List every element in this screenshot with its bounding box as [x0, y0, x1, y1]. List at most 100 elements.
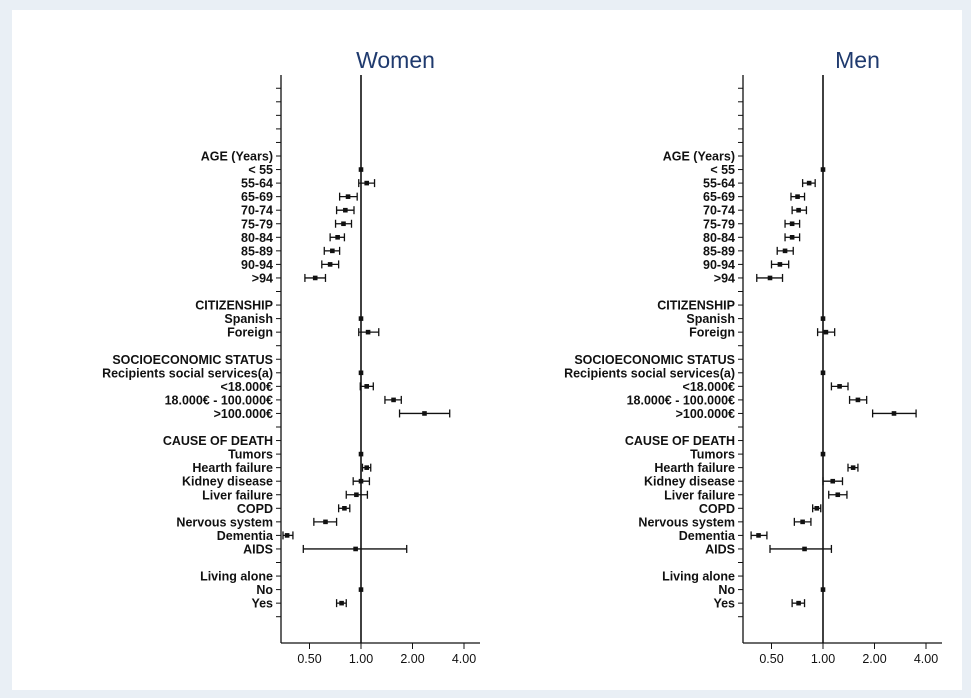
point-estimate: [789, 235, 795, 240]
row-label: 75-79: [241, 217, 273, 231]
point-estimate: [796, 207, 801, 213]
row-label: Nervous system: [176, 515, 273, 529]
row-label: 70-74: [703, 204, 735, 218]
x-tick-label: 4.00: [914, 652, 938, 666]
point-estimate: [364, 384, 370, 389]
row-label: AIDS: [243, 542, 273, 556]
row-label: < 55: [710, 163, 735, 177]
row-label: 18.000€ - 100.000€: [627, 393, 735, 407]
point-estimate: [800, 519, 805, 525]
row-label: Yes: [251, 597, 273, 611]
point-estimate: [796, 600, 801, 606]
row-label: Kidney disease: [644, 475, 735, 489]
row-label: AGE (Years): [663, 150, 735, 164]
point-estimate: [343, 207, 348, 213]
point-estimate: [820, 451, 826, 457]
point-estimate: [358, 478, 364, 484]
row-label: Foreign: [227, 326, 273, 340]
row-label: Hearth failure: [192, 461, 273, 475]
row-label: AGE (Years): [201, 150, 273, 164]
point-estimate: [820, 587, 826, 592]
point-estimate: [364, 180, 370, 186]
point-estimate: [353, 546, 358, 552]
row-label: >100.000€: [214, 407, 273, 421]
point-estimate: [341, 221, 346, 227]
x-tick-label: 1.00: [811, 652, 835, 666]
row-label: CITIZENSHIP: [195, 299, 273, 313]
point-estimate: [795, 194, 800, 199]
point-estimate: [345, 194, 351, 199]
row-label: CAUSE OF DEATH: [625, 434, 735, 448]
row-label: <18.000€: [683, 380, 736, 394]
point-estimate: [339, 600, 344, 606]
row-label: SOCIOECONOMIC STATUS: [574, 353, 735, 367]
row-label: Foreign: [689, 326, 735, 340]
row-label: No: [256, 583, 273, 597]
point-estimate: [365, 329, 371, 335]
point-estimate: [850, 465, 856, 470]
x-tick-label: 4.00: [452, 652, 476, 666]
x-tick-label: 2.00: [400, 652, 424, 666]
forest-panel-men: Men AGE (Years)< 5555-6465-6970-7475-7980…: [564, 47, 942, 666]
row-label: 18.000€ - 100.000€: [165, 393, 273, 407]
point-estimate: [358, 167, 364, 172]
row-label: Dementia: [679, 529, 736, 543]
point-estimate: [342, 506, 347, 511]
row-label: 55-64: [241, 177, 273, 191]
x-tick-label: 2.00: [862, 652, 886, 666]
point-estimate: [830, 478, 836, 484]
row-label: 85-89: [241, 244, 273, 258]
point-estimate: [820, 316, 826, 321]
row-label: 80-84: [241, 231, 273, 245]
point-estimate: [767, 275, 773, 281]
row-label: Spanish: [224, 312, 273, 326]
row-label: Recipients social services(a): [564, 366, 735, 380]
row-label: >94: [714, 271, 735, 285]
point-estimate: [354, 492, 359, 498]
row-label: COPD: [699, 502, 735, 516]
row-label: >94: [252, 271, 273, 285]
row-label: 75-79: [703, 217, 735, 231]
point-estimate: [312, 275, 318, 281]
x-tick-label: 0.50: [297, 652, 321, 666]
row-label: < 55: [248, 163, 273, 177]
row-label: Recipients social services(a): [102, 366, 273, 380]
point-estimate: [837, 384, 842, 389]
point-estimate: [820, 370, 826, 376]
row-label: 90-94: [703, 258, 735, 272]
point-estimate: [756, 533, 761, 538]
x-tick-label: 1.00: [349, 652, 373, 666]
point-estimate: [823, 329, 829, 335]
row-label: Tumors: [228, 448, 273, 462]
row-label: Hearth failure: [654, 461, 735, 475]
row-label: Living alone: [200, 570, 273, 584]
point-estimate: [802, 546, 807, 552]
point-estimate: [391, 397, 396, 403]
row-label: Kidney disease: [182, 475, 273, 489]
point-estimate: [820, 167, 826, 172]
point-estimate: [323, 519, 328, 525]
row-label: Nervous system: [638, 515, 735, 529]
point-estimate: [335, 235, 340, 240]
point-estimate: [364, 465, 370, 470]
row-label: CAUSE OF DEATH: [163, 434, 273, 448]
row-label: Dementia: [217, 529, 274, 543]
point-estimate: [777, 262, 783, 267]
row-label: Liver failure: [202, 488, 273, 502]
x-tick-label: 0.50: [759, 652, 783, 666]
row-label: 85-89: [703, 244, 735, 258]
row-label: >100.000€: [676, 407, 735, 421]
panel-title: Women: [356, 47, 435, 73]
point-estimate: [358, 451, 364, 457]
point-estimate: [814, 506, 820, 511]
row-label: AIDS: [705, 542, 735, 556]
row-label: <18.000€: [221, 380, 274, 394]
panel-title: Men: [835, 47, 880, 73]
point-estimate: [284, 533, 290, 538]
row-label: 65-69: [703, 190, 735, 204]
row-label: 90-94: [241, 258, 273, 272]
row-label: No: [718, 583, 735, 597]
point-estimate: [327, 262, 333, 267]
point-estimate: [835, 492, 841, 498]
